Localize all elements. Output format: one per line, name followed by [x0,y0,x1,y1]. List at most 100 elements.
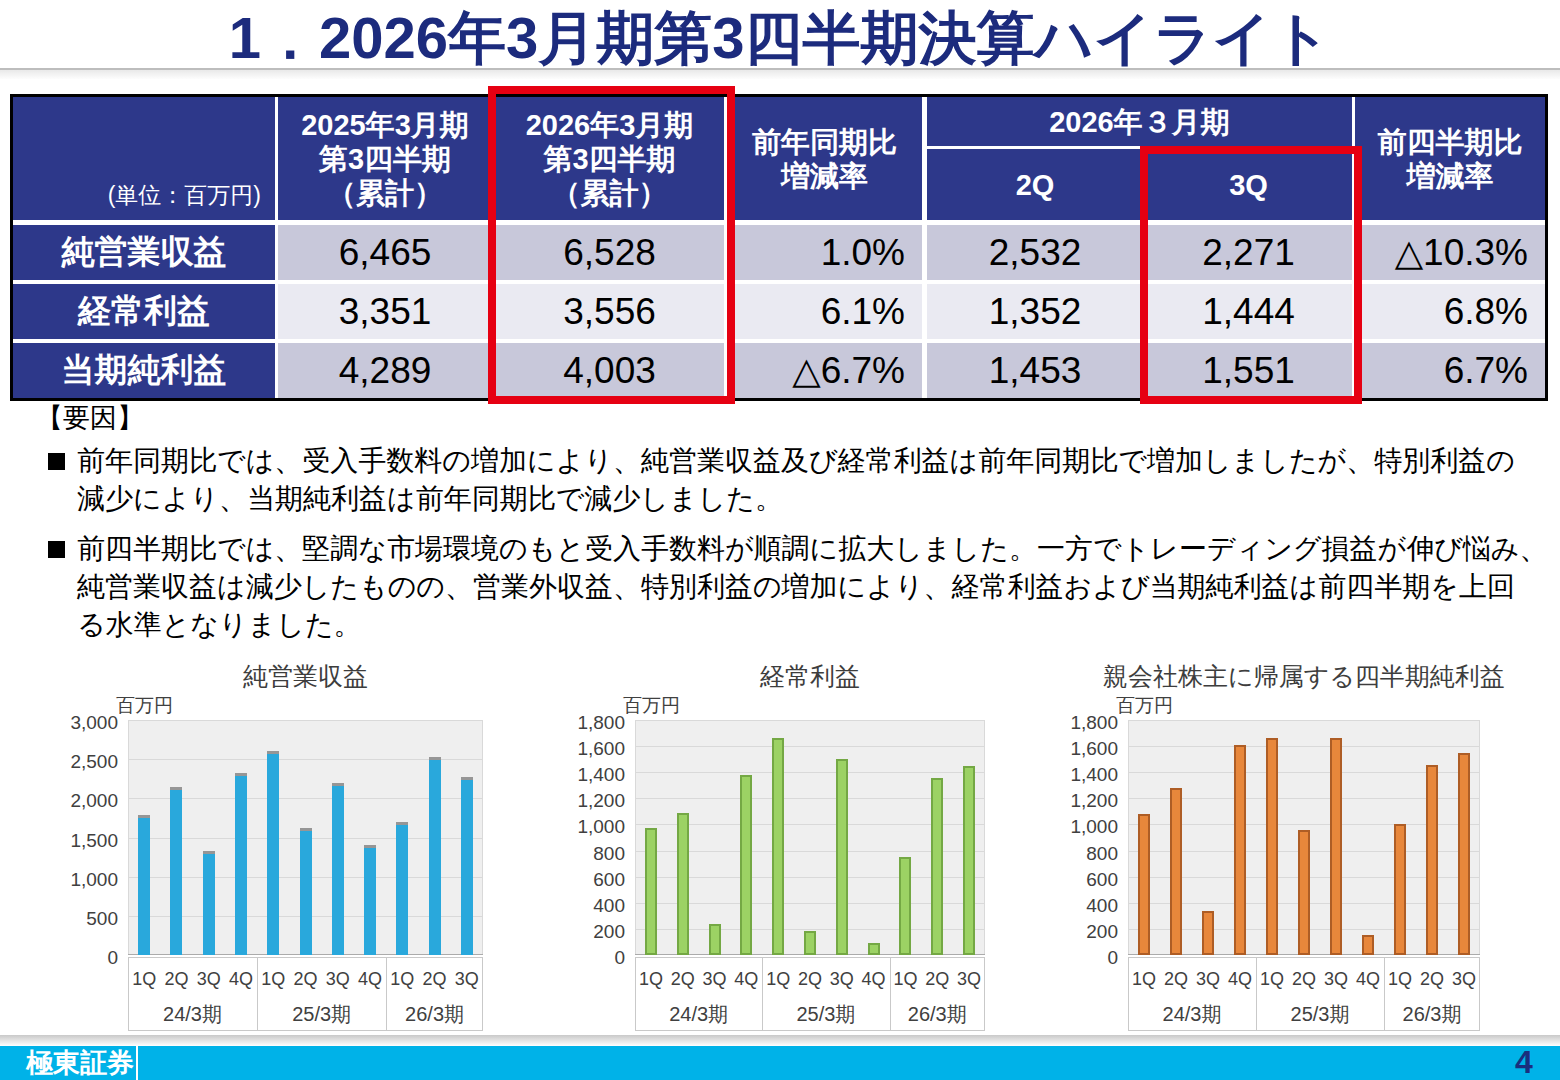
y-tick-label: 800 [1050,843,1118,865]
x-quarter-label: 1Q [635,969,667,990]
x-quarter-label: 1Q [1128,969,1160,990]
y-tick-label: 1,600 [557,738,625,760]
y-tick-label: 2,500 [50,751,118,773]
title-divider [0,68,1560,79]
bar [899,857,911,955]
bullet-square-icon [48,453,65,470]
y-tick-label: 1,400 [1050,764,1118,786]
factors-heading: 【要因】 [36,400,144,436]
row-label-net-income: 当期純利益 [13,343,278,398]
x-quarter-label: 2Q [1416,969,1448,990]
x-quarter-label: 2Q [794,969,826,990]
bar [1426,765,1438,955]
bar [1458,753,1470,955]
cell-qoq: △10.3% [1355,225,1545,280]
y-tick-label: 1,400 [557,764,625,786]
x-quarter-label: 4Q [730,969,762,990]
chart-net-operating-revenue: 純営業収益百万円05001,0001,5002,0002,5003,0001Q2… [50,657,497,1033]
bar [1138,814,1150,955]
cell-prev: 6,465 [278,225,495,280]
x-quarter-label: 2Q [1288,969,1320,990]
x-group-label: 24/3期 [1128,1001,1256,1028]
company-logo-text: 極東証券 [26,1046,134,1080]
x-quarter-label: 1Q [762,969,794,990]
y-tick-label: 200 [557,921,625,943]
bar [1298,830,1310,955]
cell-prev: 3,351 [278,284,495,339]
chart-ordinary-income: 経常利益百万円02004006008001,0001,2001,4001,600… [557,657,999,1033]
gridline [1129,746,1479,747]
x-quarter-label: 1Q [386,969,418,990]
bar [740,775,752,955]
x-quarter-label: 4Q [354,969,386,990]
x-quarter-label: 4Q [1224,969,1256,990]
cell-qoq: 6.8% [1355,284,1545,339]
x-quarter-label: 1Q [1384,969,1416,990]
bar [1170,788,1182,955]
x-quarter-label: 2Q [289,969,321,990]
bar [332,783,344,955]
header-prev-cumulative: 2025年3月期 第3四半期 （累計） [278,97,495,220]
x-group-label: 26/3期 [386,1001,483,1028]
y-tick-label: 1,000 [557,816,625,838]
bar [267,751,279,955]
bar [1362,935,1374,955]
cell-qoq: 6.7% [1355,343,1545,398]
bar [364,845,376,955]
x-quarter-label: 2Q [667,969,699,990]
bar [804,931,816,955]
footer-divider [0,1035,1560,1046]
y-tick-label: 200 [1050,921,1118,943]
x-quarter-label: 3Q [1192,969,1224,990]
x-quarter-label: 1Q [1256,969,1288,990]
bar [461,777,473,955]
x-quarter-label: 2Q [921,969,953,990]
x-quarter-label: 3Q [699,969,731,990]
y-tick-label: 1,500 [50,830,118,852]
y-tick-label: 3,000 [50,712,118,734]
chart-title: 親会社株主に帰属する四半期純利益 [1004,660,1560,693]
x-quarter-label: 2Q [160,969,192,990]
header-fy2026-span: 2026年３月期 [927,97,1355,149]
y-tick-label: 1,800 [557,712,625,734]
unit-note: (単位：百万円) [13,97,278,220]
cell-2q: 2,532 [927,225,1145,280]
y-tick-label: 1,200 [557,790,625,812]
y-tick-label: 500 [50,908,118,930]
y-axis-unit-label: 百万円 [623,693,680,719]
gridline [636,772,984,773]
x-quarter-label: 4Q [225,969,257,990]
x-quarter-label: 2Q [1160,969,1192,990]
page-number: 4 [1504,1044,1544,1080]
x-quarter-label: 2Q [418,969,450,990]
factor-bullet-1: 前年同期比では、受入手数料の増加により、純営業収益及び経常利益は前年同期比で増加… [48,442,1548,518]
cell-yoy: 1.0% [727,225,927,280]
highlight-box-3q [1140,146,1362,404]
x-group-label: 25/3期 [1256,1001,1384,1028]
cell-prev: 4,289 [278,343,495,398]
unit-note-text: (単位：百万円) [108,178,261,212]
x-group-label: 25/3期 [257,1001,386,1028]
y-tick-label: 600 [1050,869,1118,891]
bar [868,943,880,955]
factor-bullet-1-text: 前年同期比では、受入手数料の増加により、純営業収益及び経常利益は前年同期比で増加… [77,442,1515,518]
bar [1330,738,1342,955]
header-yoy: 前年同期比 増減率 [727,97,927,220]
cell-yoy: 6.1% [727,284,927,339]
x-group-label: 26/3期 [1384,1001,1480,1028]
x-quarter-label: 4Q [1352,969,1384,990]
x-quarter-label: 3Q [1320,969,1352,990]
x-quarter-label: 3Q [193,969,225,990]
x-quarter-label: 1Q [890,969,922,990]
bullet-square-icon [48,541,65,558]
y-tick-label: 400 [1050,895,1118,917]
bar [235,773,247,955]
x-quarter-label: 3Q [1448,969,1480,990]
bar [300,828,312,955]
y-tick-label: 1,600 [1050,738,1118,760]
x-group-label: 24/3期 [635,1001,762,1028]
footer-bar [0,1046,1560,1080]
x-quarter-label: 3Q [953,969,985,990]
row-label-ordinary-income: 経常利益 [13,284,278,339]
y-tick-label: 0 [1050,947,1118,969]
